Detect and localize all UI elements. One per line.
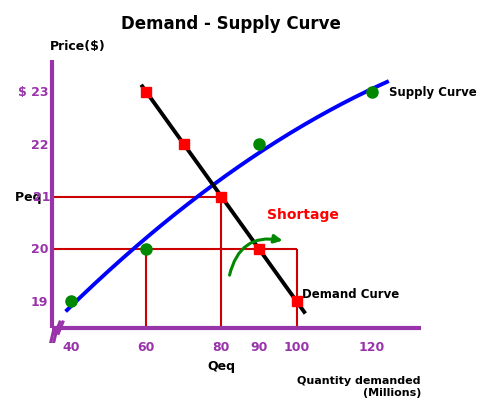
Text: 80: 80 — [212, 340, 230, 353]
Text: 100: 100 — [283, 340, 310, 353]
Text: 20: 20 — [31, 243, 48, 256]
Text: 22: 22 — [31, 138, 48, 151]
Text: Quantity demanded
(Millions): Quantity demanded (Millions) — [297, 375, 421, 396]
Text: $ 23: $ 23 — [18, 86, 48, 99]
Text: 40: 40 — [62, 340, 79, 353]
Text: Shortage: Shortage — [267, 207, 338, 221]
Text: Price($): Price($) — [50, 40, 106, 53]
Text: 21: 21 — [34, 190, 51, 204]
Text: Demand Curve: Demand Curve — [302, 287, 400, 300]
Text: Peq: Peq — [15, 190, 46, 204]
Text: 60: 60 — [138, 340, 155, 353]
Text: 19: 19 — [31, 295, 48, 308]
Text: 90: 90 — [250, 340, 268, 353]
Text: Qeq: Qeq — [208, 359, 235, 372]
Text: 120: 120 — [359, 340, 385, 353]
Title: Demand - Supply Curve: Demand - Supply Curve — [121, 15, 341, 33]
Text: Supply Curve: Supply Curve — [389, 86, 477, 99]
